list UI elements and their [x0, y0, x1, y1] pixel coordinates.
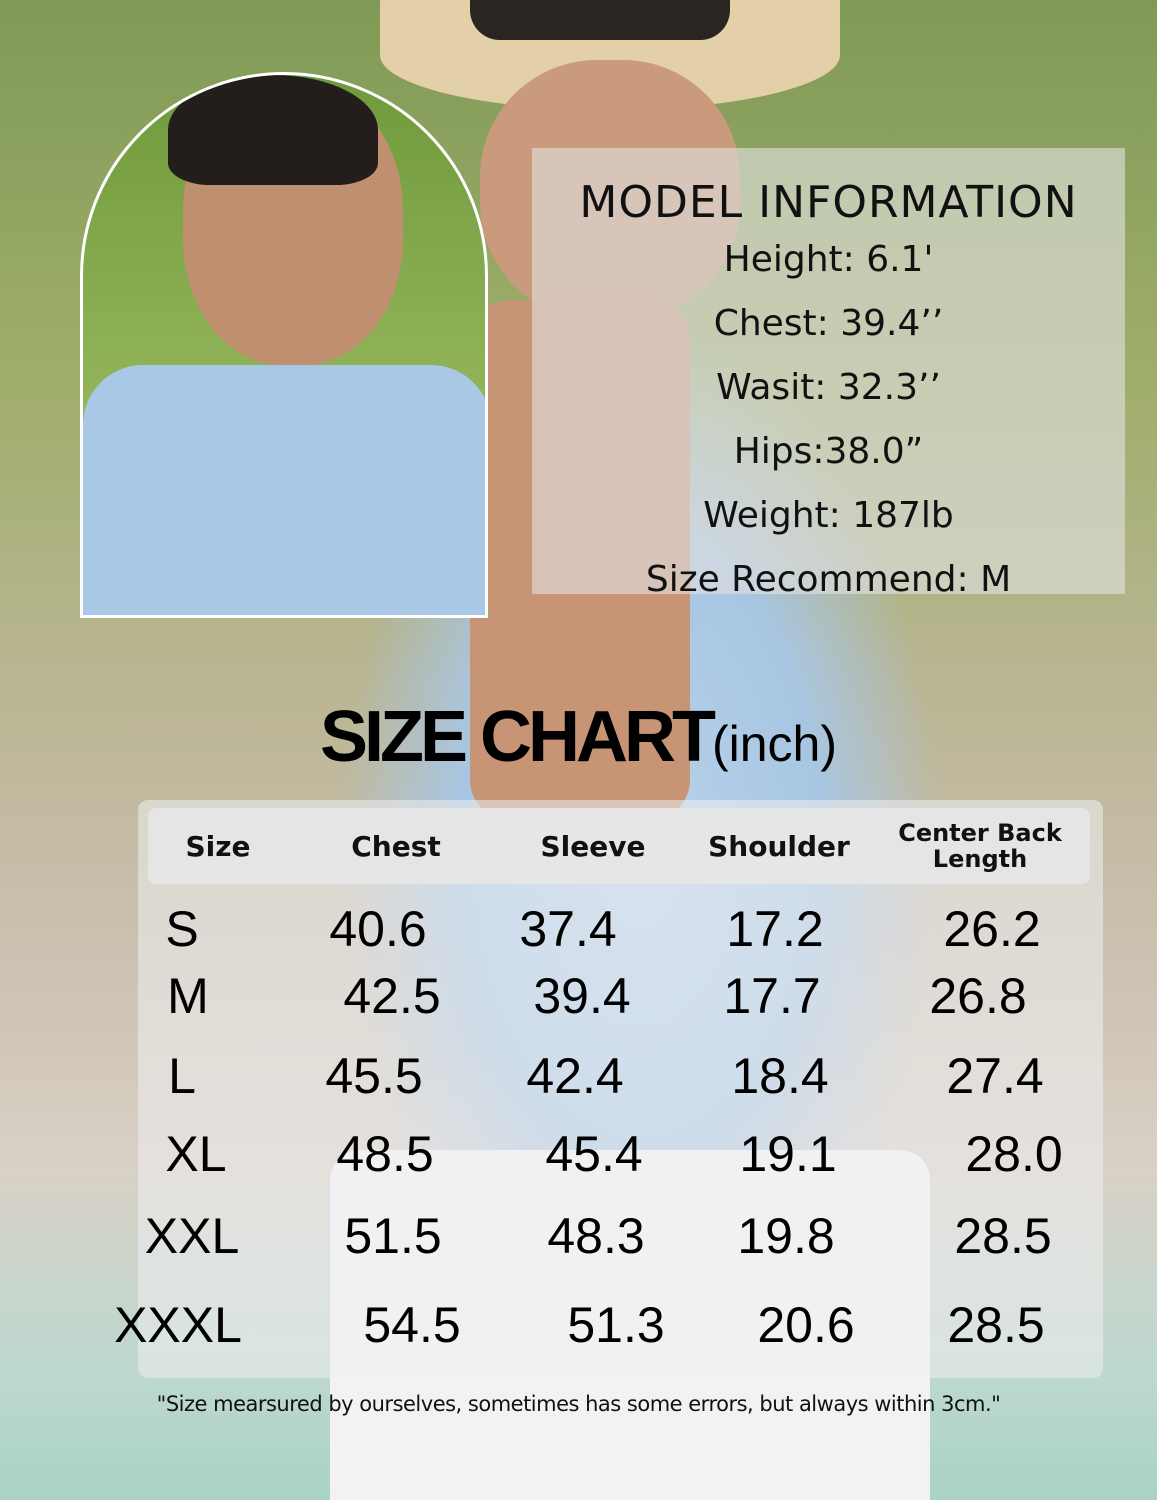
cell-shoulder: 19.1	[739, 1126, 837, 1182]
cell-center-back-length: 26.8	[929, 968, 1027, 1024]
model-height: Height: 6.1'	[723, 239, 934, 280]
cell-center-back-length: 28.5	[954, 1208, 1052, 1264]
cell-sleeve: 51.3	[567, 1297, 665, 1353]
table-row: L 45.5 42.4 18.4 27.4	[0, 1047, 1157, 1117]
cell-size: XL	[165, 1126, 227, 1182]
inset-shirt-shape	[83, 365, 485, 615]
cell-shoulder: 17.2	[726, 901, 824, 957]
size-table-panel	[138, 800, 1103, 1378]
cell-chest: 40.6	[329, 901, 427, 957]
cell-shoulder: 19.8	[737, 1208, 835, 1264]
cell-sleeve: 37.4	[519, 901, 617, 957]
cell-size: L	[168, 1048, 196, 1104]
model-weight: Weight: 187lb	[703, 495, 954, 536]
cell-size: M	[167, 968, 209, 1024]
cell-sleeve: 45.4	[545, 1126, 643, 1182]
size-table-header: Size Chest Sleeve Shoulder Center Back L…	[148, 808, 1090, 884]
table-row: M 42.5 39.4 17.7 26.8	[0, 967, 1157, 1037]
cell-sleeve: 39.4	[533, 968, 631, 1024]
table-row: XXL 51.5 48.3 19.8 28.5	[0, 1207, 1157, 1277]
header-chest: Chest	[351, 829, 441, 863]
model-chest: Chest: 39.4’’	[713, 303, 944, 344]
cell-sleeve: 48.3	[547, 1208, 645, 1264]
model-information-panel: MODEL INFORMATION Height: 6.1' Chest: 39…	[532, 148, 1125, 600]
hat-band-shape	[470, 0, 730, 40]
cell-sleeve: 42.4	[526, 1048, 624, 1104]
table-row: XXXL 54.5 51.3 20.6 28.5	[0, 1296, 1157, 1366]
header-size: Size	[185, 829, 251, 863]
cell-shoulder: 20.6	[757, 1297, 855, 1353]
header-shoulder: Shoulder	[708, 829, 850, 863]
table-row: S 40.6 37.4 17.2 26.2	[0, 900, 1157, 970]
cell-center-back-length: 27.4	[946, 1048, 1044, 1104]
model-hips: Hips:38.0”	[733, 431, 924, 472]
cell-chest: 48.5	[336, 1126, 434, 1182]
cell-shoulder: 17.7	[723, 968, 821, 1024]
header-sleeve: Sleeve	[540, 829, 646, 863]
cell-center-back-length: 26.2	[943, 901, 1041, 957]
measurement-note: "Size mearsured by ourselves, sometimes …	[156, 1392, 1001, 1416]
cell-chest: 42.5	[343, 968, 441, 1024]
header-center-back-length: Center Back Length	[898, 819, 1062, 873]
model-size-recommend: Size Recommend: M	[645, 559, 1012, 600]
model-waist: Wasit: 32.3’’	[716, 367, 941, 408]
cell-size: XXL	[144, 1208, 240, 1264]
size-chart-title: SIZE CHART(inch)	[0, 696, 1157, 778]
cell-size: XXXL	[114, 1297, 242, 1353]
cell-shoulder: 18.4	[731, 1048, 829, 1104]
model-information-title: MODEL INFORMATION	[579, 177, 1078, 228]
size-chart-heading: SIZE CHART	[319, 697, 716, 777]
cell-chest: 54.5	[363, 1297, 461, 1353]
inset-model-photo	[80, 72, 488, 618]
cell-chest: 51.5	[344, 1208, 442, 1264]
cell-size: S	[165, 901, 199, 957]
inset-hair-shape	[168, 75, 378, 185]
table-row: XL 48.5 45.4 19.1 28.0	[0, 1125, 1157, 1195]
cell-center-back-length: 28.0	[965, 1126, 1063, 1182]
cell-center-back-length: 28.5	[947, 1297, 1045, 1353]
cell-chest: 45.5	[325, 1048, 423, 1104]
size-chart-unit: (inch)	[711, 716, 838, 772]
